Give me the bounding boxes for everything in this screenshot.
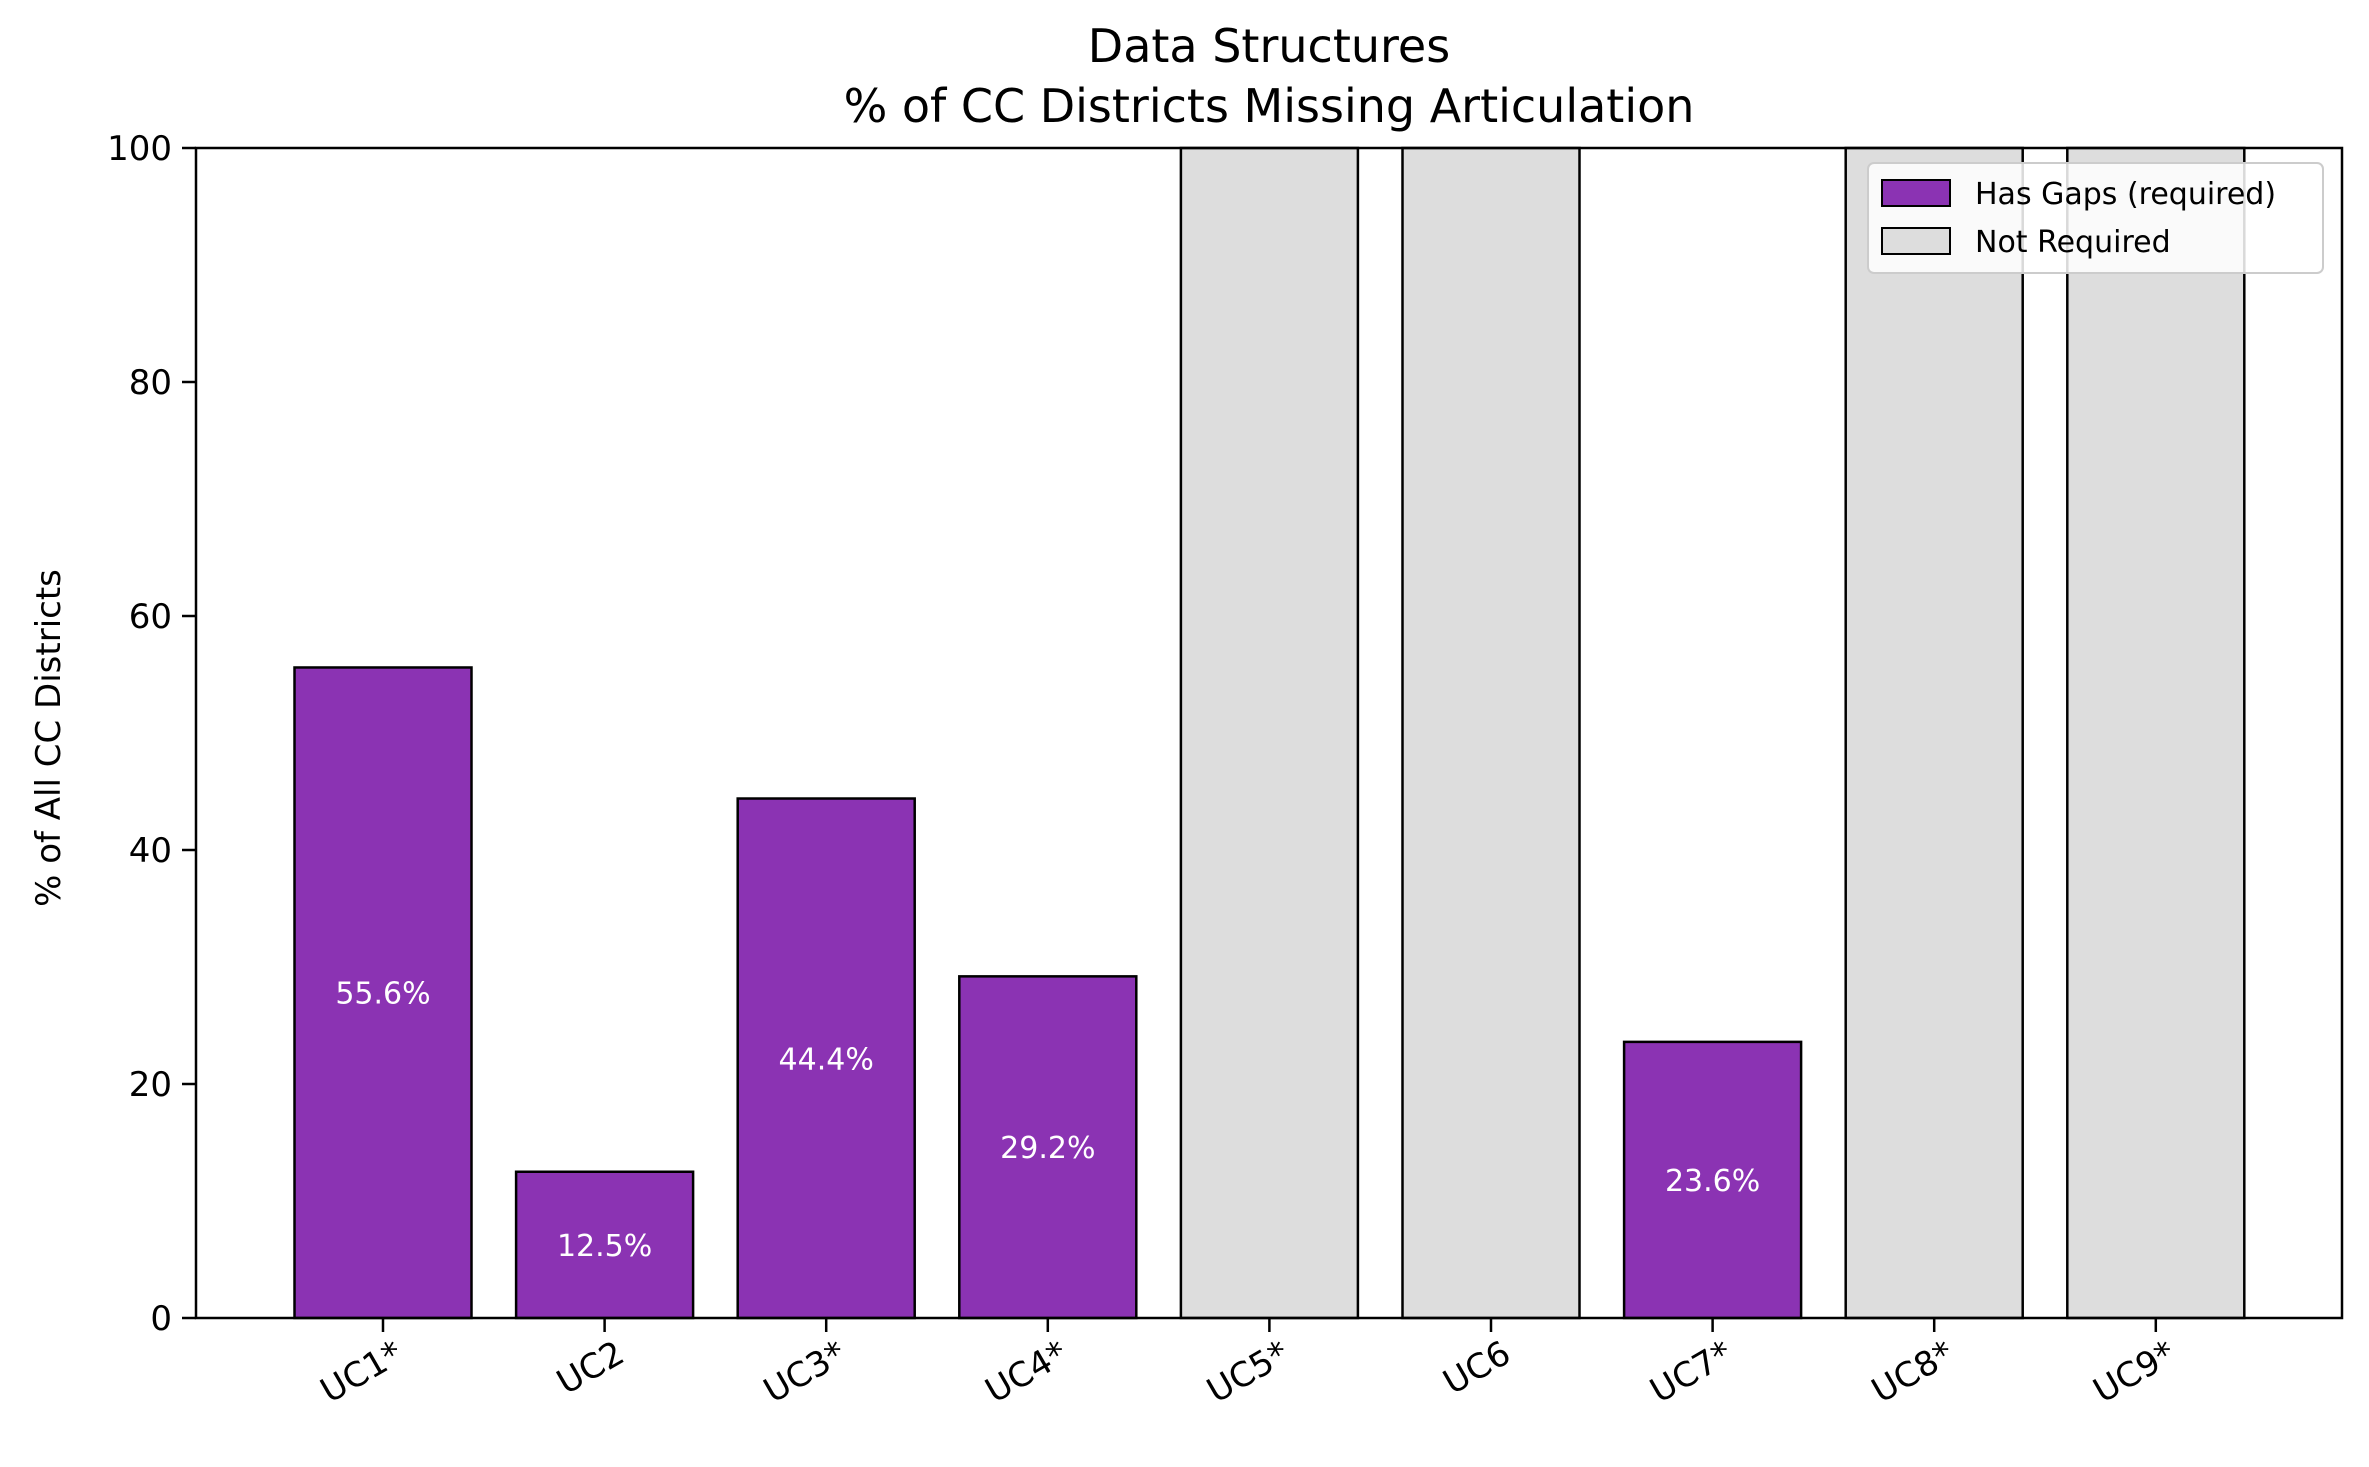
bar-value-label: 55.6% [335, 977, 430, 1012]
y-tick-label: 80 [129, 363, 172, 403]
legend-label-not-required: Not Required [1975, 225, 2171, 260]
bar-not-required-uc8 [1844, 146, 2024, 1320]
bar-not-required-uc9 [2066, 146, 2246, 1320]
legend-swatch-has-gaps [1881, 179, 1951, 207]
bar-has-gaps-required-uc4 [958, 975, 1138, 1320]
legend-swatch-not-required [1881, 227, 1951, 255]
y-axis-label: % of All CC Districts [29, 569, 69, 907]
bar-has-gaps-required-uc2 [514, 1170, 695, 1320]
legend-box [1867, 162, 2324, 274]
y-tick-label: 60 [129, 597, 172, 637]
chart-title: Data Structures [1088, 19, 1450, 73]
legend-label-has-gaps: Has Gaps (required) [1975, 177, 2276, 212]
y-axis-ticks: 0 20 40 60 80 100 [107, 129, 196, 1339]
bar-not-required-uc5 [1179, 146, 1360, 1320]
bar-has-gaps-required-uc1 [293, 666, 473, 1320]
bar-has-gaps-required-uc3 [736, 797, 916, 1320]
bar-value-label: 23.6% [1665, 1164, 1760, 1199]
bar-value-label: 12.5% [557, 1229, 652, 1264]
bar-value-label: 44.4% [779, 1042, 874, 1077]
bar-value-label: 29.2% [1000, 1131, 1095, 1166]
legend: Has Gaps (required) Not Required [1867, 162, 2324, 274]
y-tick-label: 100 [107, 129, 172, 169]
bar-labels-layer: 55.6% 12.5% 44.4% 29.2% 23.6% [335, 977, 1760, 1264]
y-tick-label: 20 [129, 1065, 172, 1105]
y-tick-label: 0 [150, 1299, 172, 1339]
bars-layer [293, 146, 2246, 1320]
bar-not-required-uc6 [1401, 146, 1581, 1320]
chart-subtitle: % of CC Districts Missing Articulation [844, 79, 1695, 133]
y-tick-label: 40 [129, 831, 172, 871]
